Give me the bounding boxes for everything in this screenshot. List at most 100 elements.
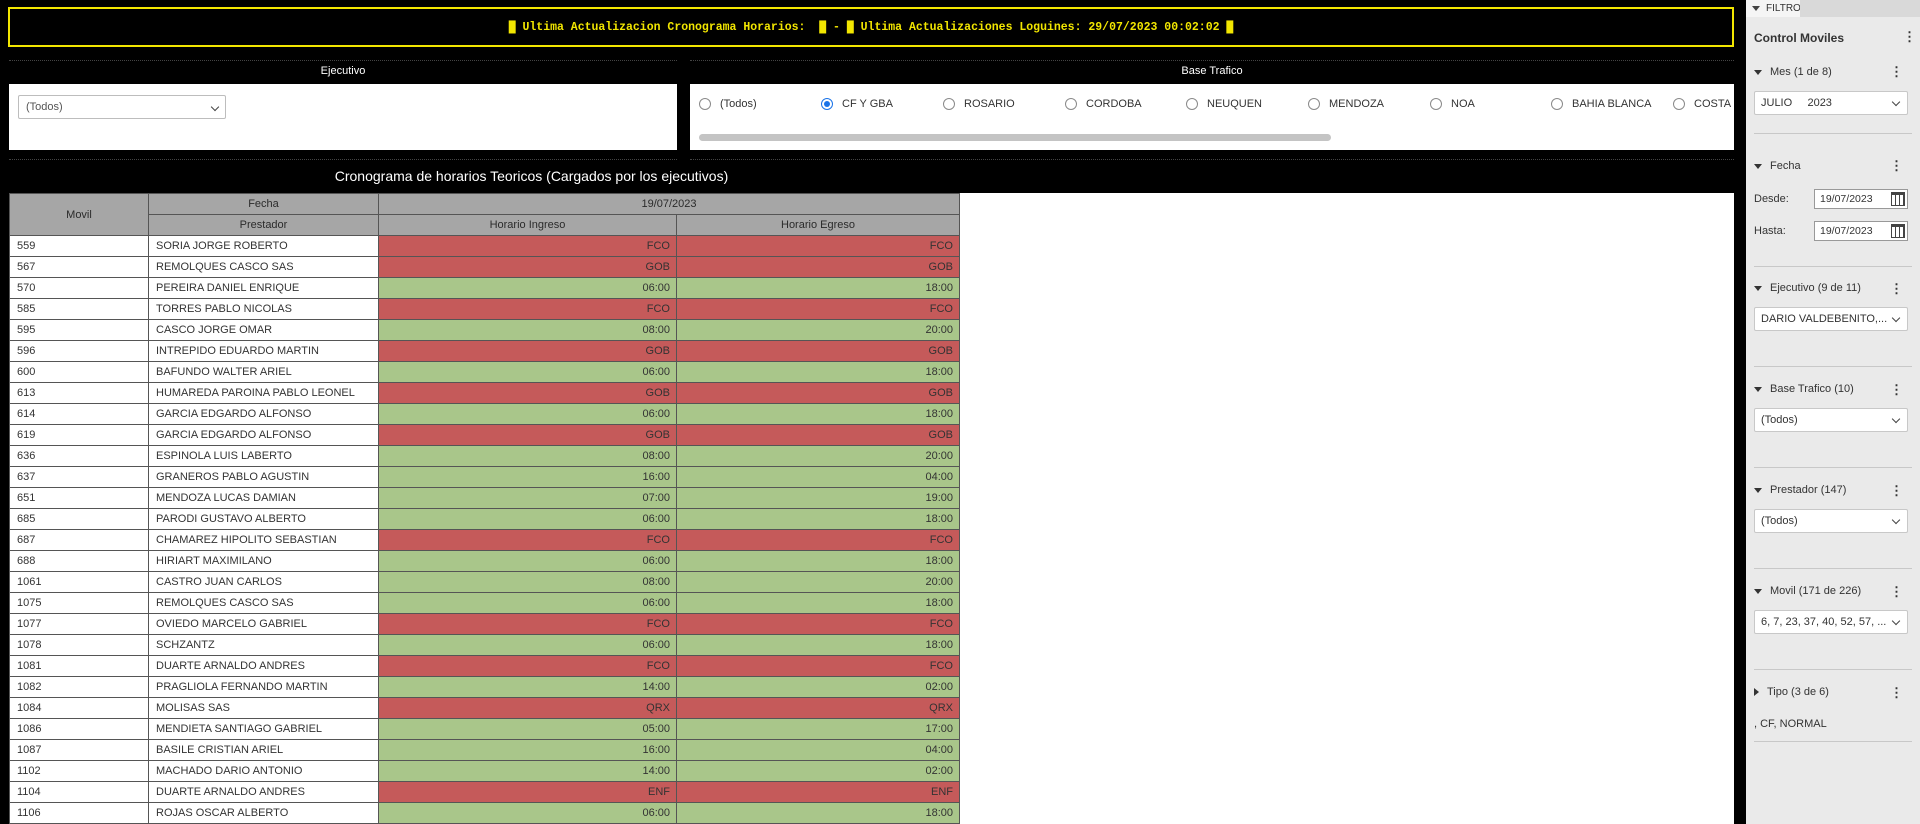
cell-ingreso: 16:00: [378, 739, 677, 761]
cell-egreso: GOB: [676, 340, 960, 362]
cell-prestador: PARODI GUSTAVO ALBERTO: [148, 508, 379, 530]
filter-ejecutivo-header[interactable]: Ejecutivo (9 de 11): [1754, 282, 1861, 294]
collapse-icon: [1754, 285, 1762, 291]
radio-bahia-blanca[interactable]: BAHIA BLANCA: [1551, 96, 1651, 112]
radio-button-icon: [1308, 98, 1320, 110]
calendar-icon[interactable]: [1891, 192, 1905, 206]
radio-todos[interactable]: (Todos): [699, 96, 757, 112]
cell-egreso: 18:00: [676, 361, 960, 383]
radio-button-icon: [1430, 98, 1442, 110]
cell-movil: 1077: [9, 613, 149, 635]
table-row: 585 TORRES PABLO NICOLAS FCO FCO: [9, 298, 960, 320]
cell-prestador: MENDOZA LUCAS DAMIAN: [148, 487, 379, 509]
filter-mes-header[interactable]: Mes (1 de 8): [1754, 66, 1832, 78]
cell-movil: 619: [9, 424, 149, 446]
cell-movil: 688: [9, 550, 149, 572]
radio-cf-y-gba[interactable]: CF Y GBA: [821, 96, 893, 112]
radio-costa[interactable]: COSTA: [1673, 96, 1731, 112]
filter-movil-header[interactable]: Movil (171 de 226): [1754, 585, 1861, 597]
hasta-date-value: 19/07/2023: [1820, 225, 1873, 237]
cell-ingreso: GOB: [378, 256, 677, 278]
radio-label: CF Y GBA: [842, 98, 893, 110]
cell-ingreso: GOB: [378, 382, 677, 404]
radio-neuquen[interactable]: NEUQUEN: [1186, 96, 1262, 112]
hasta-date-input[interactable]: 19/07/2023: [1814, 221, 1908, 241]
more-options-icon[interactable]: ⋮: [1890, 382, 1903, 397]
cell-movil: 1087: [9, 739, 149, 761]
cell-movil: 636: [9, 445, 149, 467]
radio-cordoba[interactable]: CORDOBA: [1065, 96, 1142, 112]
funnel-icon: [1752, 6, 1760, 11]
cell-egreso: GOB: [676, 424, 960, 446]
horizontal-scrollbar[interactable]: [699, 134, 1331, 141]
cell-prestador: CASCO JORGE OMAR: [148, 319, 379, 341]
filter-fecha-header[interactable]: Fecha: [1754, 160, 1801, 172]
cell-egreso: 18:00: [676, 550, 960, 572]
radio-label: (Todos): [720, 98, 757, 110]
filter-prestador-dropdown[interactable]: (Todos): [1754, 509, 1908, 533]
desde-date-input[interactable]: 19/07/2023: [1814, 189, 1908, 209]
filter-separator: [1754, 133, 1912, 134]
calendar-icon[interactable]: [1891, 224, 1905, 238]
cell-prestador: GARCIA EDGARDO ALFONSO: [148, 424, 379, 446]
filter-movil-dropdown[interactable]: 6, 7, 23, 37, 40, 52, 57, ...: [1754, 610, 1908, 634]
cell-egreso: 19:00: [676, 487, 960, 509]
radio-selected-icon: [821, 98, 833, 110]
radio-noa[interactable]: NOA: [1430, 96, 1475, 112]
radio-rosario[interactable]: ROSARIO: [943, 96, 1015, 112]
cell-movil: 1086: [9, 718, 149, 740]
table-row: 1086 MENDIETA SANTIAGO GABRIEL 05:00 17:00: [9, 718, 960, 740]
table-row: 1102 MACHADO DARIO ANTONIO 14:00 02:00: [9, 760, 960, 782]
cell-egreso: 18:00: [676, 508, 960, 530]
filter-tab-bar: [1800, 0, 1920, 17]
cell-movil: 613: [9, 382, 149, 404]
table-row: 619 GARCIA EDGARDO ALFONSO GOB GOB: [9, 424, 960, 446]
filter-separator: [1754, 266, 1912, 267]
cell-ingreso: 08:00: [378, 571, 677, 593]
ejecutivo-dropdown[interactable]: (Todos): [18, 95, 226, 119]
cell-ingreso: 14:00: [378, 760, 677, 782]
filter-ejecutivo-dropdown[interactable]: DARIO VALDEBENITO,...: [1754, 307, 1908, 331]
radio-mendoza[interactable]: MENDOZA: [1308, 96, 1384, 112]
filter-tipo-header[interactable]: Tipo (3 de 6): [1754, 686, 1829, 698]
cell-ingreso: FCO: [378, 298, 677, 320]
schedule-table: Movil Fecha 19/07/2023 Prestador Horario…: [9, 193, 960, 824]
cell-prestador: INTREPIDO EDUARDO MARTIN: [148, 340, 379, 362]
more-options-icon[interactable]: ⋮: [1903, 29, 1916, 44]
chevron-down-icon: [1891, 313, 1901, 323]
table-row: 1061 CASTRO JUAN CARLOS 08:00 20:00: [9, 571, 960, 593]
filter-tipo-value: , CF, NORMAL: [1754, 718, 1827, 730]
filter-prestador-label: Prestador (147): [1770, 484, 1847, 496]
collapse-icon: [1754, 163, 1762, 169]
more-options-icon[interactable]: ⋮: [1890, 64, 1903, 79]
cell-movil: 570: [9, 277, 149, 299]
filter-mes-dropdown[interactable]: JULIO 2023: [1754, 91, 1908, 115]
filter-base-trafico-dropdown[interactable]: (Todos): [1754, 408, 1908, 432]
filter-movil-value: 6, 7, 23, 37, 40, 52, 57, ...: [1761, 616, 1887, 628]
radio-button-icon: [699, 98, 711, 110]
more-options-icon[interactable]: ⋮: [1890, 158, 1903, 173]
filter-prestador-header[interactable]: Prestador (147): [1754, 484, 1846, 496]
cell-movil: 1106: [9, 802, 149, 824]
more-options-icon[interactable]: ⋮: [1890, 685, 1903, 700]
cell-ingreso: FCO: [378, 655, 677, 677]
filter-base-trafico-header[interactable]: Base Trafico (10): [1754, 383, 1854, 395]
table-row: 685 PARODI GUSTAVO ALBERTO 06:00 18:00: [9, 508, 960, 530]
filter-separator: [1754, 669, 1912, 670]
cell-prestador: CASTRO JUAN CARLOS: [148, 571, 379, 593]
more-options-icon[interactable]: ⋮: [1890, 483, 1903, 498]
cell-prestador: SORIA JORGE ROBERTO: [148, 235, 379, 257]
header-date: 19/07/2023: [378, 193, 960, 215]
cell-egreso: QRX: [676, 697, 960, 719]
cell-movil: 1102: [9, 760, 149, 782]
more-options-icon[interactable]: ⋮: [1890, 281, 1903, 296]
cell-prestador: OVIEDO MARCELO GABRIEL: [148, 613, 379, 635]
filter-tab[interactable]: FILTRO: [1746, 0, 1801, 17]
chevron-down-icon: [1891, 97, 1901, 107]
cell-ingreso: FCO: [378, 235, 677, 257]
cell-movil: 595: [9, 319, 149, 341]
cell-prestador: BAFUNDO WALTER ARIEL: [148, 361, 379, 383]
more-options-icon[interactable]: ⋮: [1890, 584, 1903, 599]
panel-divider: [690, 60, 1734, 61]
filter-mes-label: Mes (1 de 8): [1770, 66, 1832, 78]
